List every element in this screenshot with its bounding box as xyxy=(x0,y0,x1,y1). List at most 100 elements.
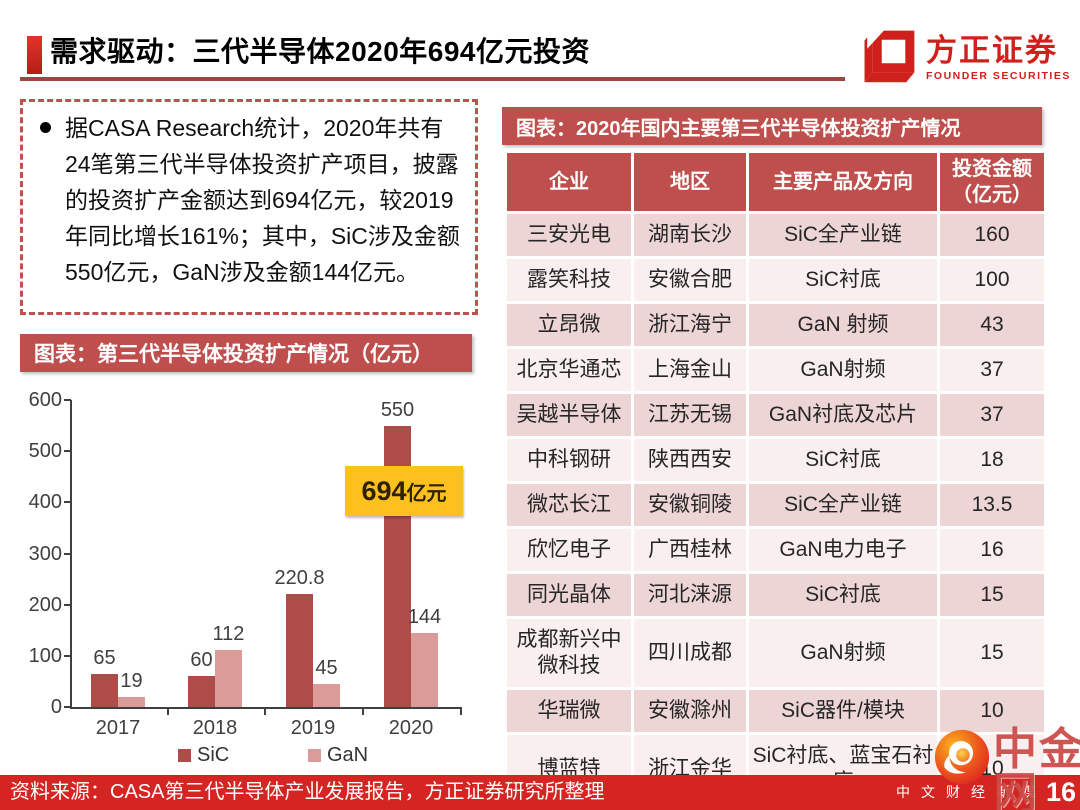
bar-value-label: 60 xyxy=(190,649,213,672)
investment-table: 企业 地区 主要产品及方向 投资金额 （亿元） 三安光电 湖南长沙 SiC全产业链 160 露笑… xyxy=(504,150,1047,806)
table-cell: 三安光电 xyxy=(507,214,631,256)
bar-sic-2017 xyxy=(91,673,118,707)
x-axis-line xyxy=(70,707,462,709)
title-underline xyxy=(20,77,845,81)
x-axis-tick xyxy=(362,709,364,715)
y-axis-line xyxy=(70,400,72,709)
table-row: 北京华通芯 上海金山 GaN射频 37 xyxy=(507,349,1044,391)
table-cell: GaN衬底及芯片 xyxy=(749,394,937,436)
table-cell: SiC全产业链 xyxy=(749,214,937,256)
table-cell: 15 xyxy=(940,619,1044,687)
y-axis-label: 500 xyxy=(28,440,62,463)
bar-sic-2019 xyxy=(286,594,313,707)
table-cell: 37 xyxy=(940,349,1044,391)
table-cell: 北京华通芯 xyxy=(507,349,631,391)
table-cell: 100 xyxy=(940,259,1044,301)
x-axis-category: 2020 xyxy=(388,717,434,739)
y-axis-tick xyxy=(64,654,71,657)
table-cell: GaN 射频 xyxy=(749,304,937,346)
col-header-3: 投资金额 （亿元） xyxy=(940,153,1044,211)
chart-title-bar: 图表：第三代半导体投资扩产情况（亿元） xyxy=(20,334,472,372)
y-axis-tick xyxy=(64,501,71,504)
callout-unit: 亿元 xyxy=(406,482,447,505)
table-cell: 欣忆电子 xyxy=(507,529,631,571)
bar-value-label: 112 xyxy=(212,622,245,645)
cngold-name: 中金网 xyxy=(993,725,1080,810)
col-header-2: 主要产品及方向 xyxy=(749,153,937,211)
callout-694: 694 亿元 xyxy=(345,466,463,516)
x-axis-category: 2017 xyxy=(95,717,141,739)
table-row: 吴越半导体 江苏无锡 GaN衬底及芯片 37 xyxy=(507,394,1044,436)
table-cell: GaN电力电子 xyxy=(749,529,937,571)
table-cell: SiC衬底 xyxy=(749,439,937,481)
table-row: 中科钢研 陕西西安 SiC衬底 18 xyxy=(507,439,1044,481)
callout-value: 694 xyxy=(361,475,407,506)
table-cell: 同光晶体 xyxy=(507,574,631,616)
summary-box: 据CASA Research统计，2020年共有24笔第三代半导体投资扩产项目，… xyxy=(20,99,478,315)
table-cell: 15 xyxy=(940,574,1044,616)
page-title: 需求驱动：三代半导体2020年694亿元投资 xyxy=(50,36,591,67)
bar-gan-2017 xyxy=(118,697,145,707)
table-cell: SiC衬底 xyxy=(749,574,937,616)
y-axis-label: 600 xyxy=(28,389,62,411)
table-cell: 立昂微 xyxy=(507,304,631,346)
col-header-1: 地区 xyxy=(634,153,746,211)
x-axis-tick xyxy=(460,709,462,715)
x-axis-tick xyxy=(264,709,266,715)
y-axis-tick xyxy=(64,706,71,708)
y-axis-tick xyxy=(64,450,71,453)
y-axis-tick xyxy=(64,399,71,401)
table-row: 同光晶体 河北涞源 SiC衬底 15 xyxy=(507,574,1044,616)
table-row: 三安光电 湖南长沙 SiC全产业链 160 xyxy=(507,214,1044,256)
table-row: 微芯长江 安徽铜陵 SiC全产业链 13.5 xyxy=(507,484,1044,526)
bar-value-label: 19 xyxy=(120,670,143,693)
x-axis-category: 2018 xyxy=(192,717,238,739)
table-header-row: 企业 地区 主要产品及方向 投资金额 （亿元） xyxy=(507,153,1044,211)
table-cell: 上海金山 xyxy=(634,349,746,391)
bar-gan-2018 xyxy=(215,649,242,707)
table-cell: GaN射频 xyxy=(749,349,937,391)
table-row: 华瑞微 安徽滁州 SiC器件/模块 10 xyxy=(507,690,1044,732)
table-cell: 露笑科技 xyxy=(507,259,631,301)
bar-value-label: 45 xyxy=(315,656,338,679)
bar-value-label: 65 xyxy=(93,646,116,669)
legend-item-sic: SiC xyxy=(178,744,229,767)
legend-item-gan: GaN xyxy=(308,744,368,767)
x-axis-category: 2019 xyxy=(290,717,336,739)
table-cell: 安徽滁州 xyxy=(634,690,746,732)
table-cell: 10 xyxy=(940,690,1044,732)
table-cell: 安徽铜陵 xyxy=(634,484,746,526)
table-cell: 四川成都 xyxy=(634,619,746,687)
table-cell: 河北涞源 xyxy=(634,574,746,616)
table-cell: 华瑞微 xyxy=(507,690,631,732)
table-cell: 湖南长沙 xyxy=(634,214,746,256)
table-cell: 安徽合肥 xyxy=(634,259,746,301)
table-row: 成都新兴中微科技 四川成都 GaN射频 15 xyxy=(507,619,1044,687)
table-cell: 13.5 xyxy=(940,484,1044,526)
table-cell: 广西桂林 xyxy=(634,529,746,571)
y-axis-label: 200 xyxy=(28,593,62,616)
table-cell: 微芯长江 xyxy=(507,484,631,526)
founder-logo-text: 方正证券 FOUNDER SECURITIES xyxy=(926,33,1071,83)
footer-bar: 资料来源：CASA第三代半导体产业发展报告，方正证券研究所整理 中文财经新媒 1… xyxy=(0,775,1080,810)
bar-sic-2018 xyxy=(188,676,215,707)
founder-logo-en: FOUNDER SECURITIES xyxy=(926,70,1071,82)
bar-gan-2019 xyxy=(313,683,340,707)
table-cell: GaN射频 xyxy=(749,619,937,687)
bar-chart: 694 亿元 0 100 200 300 400 500 600 65 60 220.8 550 19 1… xyxy=(20,380,490,776)
table-body: 三安光电 湖南长沙 SiC全产业链 160 露笑科技 安徽合肥 SiC衬底 100 立昂微 浙江海… xyxy=(507,214,1044,803)
y-axis-label: 400 xyxy=(28,491,62,514)
summary-text: 据CASA Research统计，2020年共有24笔第三代半导体投资扩产项目，… xyxy=(65,115,460,285)
table-cell: 160 xyxy=(940,214,1044,256)
table-cell: 陕西西安 xyxy=(634,439,746,481)
cngold-swirl-icon xyxy=(933,728,991,791)
table-head: 企业 地区 主要产品及方向 投资金额 （亿元） xyxy=(507,153,1044,211)
bullet-icon xyxy=(40,122,51,133)
table-cell: 37 xyxy=(940,394,1044,436)
y-axis-tick xyxy=(64,552,71,555)
legend-swatch-sic xyxy=(178,749,191,762)
bar-gan-2020 xyxy=(411,633,438,707)
col-header-0: 企业 xyxy=(507,153,631,211)
founder-logo-cn: 方正证券 xyxy=(926,33,1058,68)
